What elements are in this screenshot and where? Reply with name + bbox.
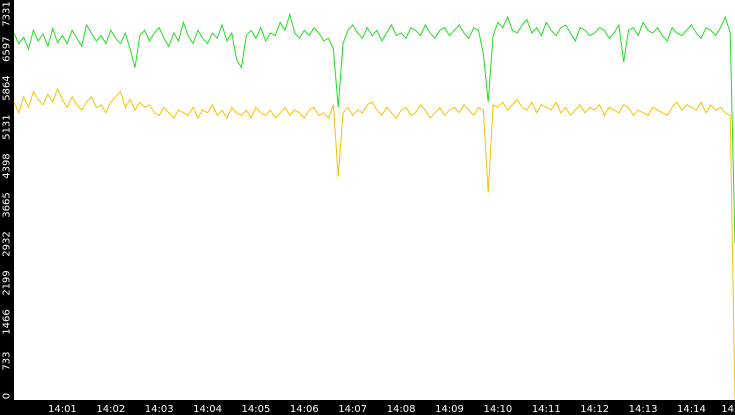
x-tick-label: 14:04	[193, 404, 222, 415]
x-tick-label: 14:06	[290, 404, 319, 415]
x-tick-label: 14:03	[145, 404, 174, 415]
y-tick-label: 1466	[2, 309, 13, 334]
x-tick-label: 14:02	[96, 404, 125, 415]
y-tick-label: 2932	[2, 231, 13, 256]
series-line	[13, 87, 735, 401]
x-tick-label: 14:13	[629, 404, 658, 415]
y-tick-label: 7331	[2, 1, 13, 26]
x-tick-label: 14:09	[435, 404, 464, 415]
y-tick-label: 733	[2, 351, 13, 370]
x-tick-label: 14:11	[532, 404, 561, 415]
x-tick-label: 14:01	[48, 404, 77, 415]
x-tick-label: 14:12	[580, 404, 609, 415]
y-tick-label: 6597	[2, 36, 13, 61]
y-tick-label: 0	[2, 393, 13, 399]
series-line	[13, 12, 735, 244]
y-tick-label: 4398	[2, 153, 13, 178]
x-tick-label: 14	[721, 404, 734, 415]
x-tick-label: 14:07	[338, 404, 367, 415]
y-axis-strip	[0, 0, 14, 415]
x-tick-label: 14:05	[242, 404, 271, 415]
y-tick-label: 2199	[2, 270, 13, 295]
x-tick-label: 14:14	[677, 404, 706, 415]
x-tick-label: 14:08	[387, 404, 416, 415]
y-tick-label: 5131	[2, 114, 13, 139]
y-tick-label: 5864	[2, 75, 13, 100]
x-axis-strip	[0, 400, 735, 415]
y-tick-label: 3665	[2, 192, 13, 217]
x-tick-label: 14:10	[483, 404, 512, 415]
